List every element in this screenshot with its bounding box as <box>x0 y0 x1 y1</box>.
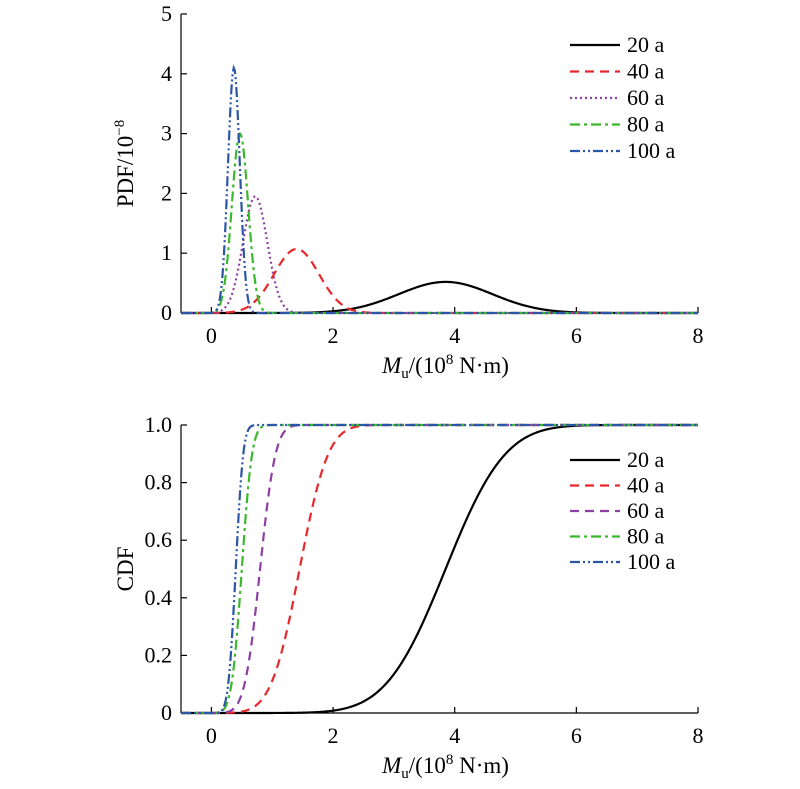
y-tick-label: 0.2 <box>145 642 173 667</box>
y-tick-label: 4 <box>161 61 172 86</box>
legend-label: 80 a <box>627 112 665 137</box>
series-line-100-a <box>181 64 698 315</box>
x-tick-label: 8 <box>693 723 704 748</box>
y-tick-label: 5 <box>161 1 172 26</box>
x-tick-label: 6 <box>571 723 582 748</box>
x-tick-label: 4 <box>449 323 460 348</box>
x-tick-label: 2 <box>328 323 339 348</box>
series-line-100-a <box>181 423 698 715</box>
y-axis-title-exponent: −8 <box>112 120 128 136</box>
x-axis-title-subscript: u <box>401 366 409 382</box>
series-line-20-a <box>181 423 698 715</box>
y-tick-label: 0.8 <box>145 470 173 495</box>
legend-label: 100 a <box>627 549 676 574</box>
x-tick-label: 8 <box>693 323 704 348</box>
x-axis-title-text: /(10 <box>409 753 446 778</box>
series-line-80-a <box>181 423 698 715</box>
y-tick-label: 0.6 <box>145 527 173 552</box>
y-axis-title-text: CDF <box>113 547 138 592</box>
legend-label: 60 a <box>627 85 665 110</box>
series-line-40-a <box>181 423 698 715</box>
x-axis-title: Mu/(108 N·m) <box>381 752 509 782</box>
legend-label: 40 a <box>627 473 665 498</box>
y-tick-label: 0.4 <box>145 585 173 610</box>
legend-label: 40 a <box>627 59 665 84</box>
y-axis-title-text: PDF/10 <box>113 136 138 208</box>
series-line-80-a <box>181 131 698 315</box>
x-tick-label: 0 <box>206 723 217 748</box>
x-axis-title-unit: N·m) <box>453 353 509 378</box>
y-tick-label: 0 <box>161 700 172 725</box>
x-axis-title-symbol: M <box>381 353 403 378</box>
x-tick-label: 2 <box>328 723 339 748</box>
y-tick-label: 1.0 <box>145 412 173 437</box>
x-axis-title-exponent: 8 <box>446 352 454 368</box>
legend-label: 80 a <box>627 524 665 549</box>
y-tick-label: 1 <box>161 240 172 265</box>
legend-label: 20 a <box>627 447 665 472</box>
y-tick-label: 0 <box>161 300 172 325</box>
y-axis-title: CDF <box>113 547 138 592</box>
x-axis-title-text: /(10 <box>409 353 446 378</box>
x-axis-title: Mu/(108 N·m) <box>381 352 509 382</box>
x-axis-title-symbol: M <box>381 753 403 778</box>
x-tick-label: 6 <box>571 323 582 348</box>
y-axis-title: PDF/10−8 <box>112 120 138 208</box>
x-axis-title-unit: N·m) <box>453 753 509 778</box>
legend-label: 60 a <box>627 498 665 523</box>
x-axis-title-subscript: u <box>401 766 409 782</box>
x-axis-title-exponent: 8 <box>446 752 454 768</box>
x-tick-label: 4 <box>449 723 460 748</box>
series-line-60-a <box>181 423 698 715</box>
y-tick-label: 3 <box>161 121 172 146</box>
x-tick-label: 0 <box>206 323 217 348</box>
legend-label: 20 a <box>627 32 665 57</box>
legend-label: 100 a <box>627 138 676 163</box>
y-tick-label: 2 <box>161 180 172 205</box>
